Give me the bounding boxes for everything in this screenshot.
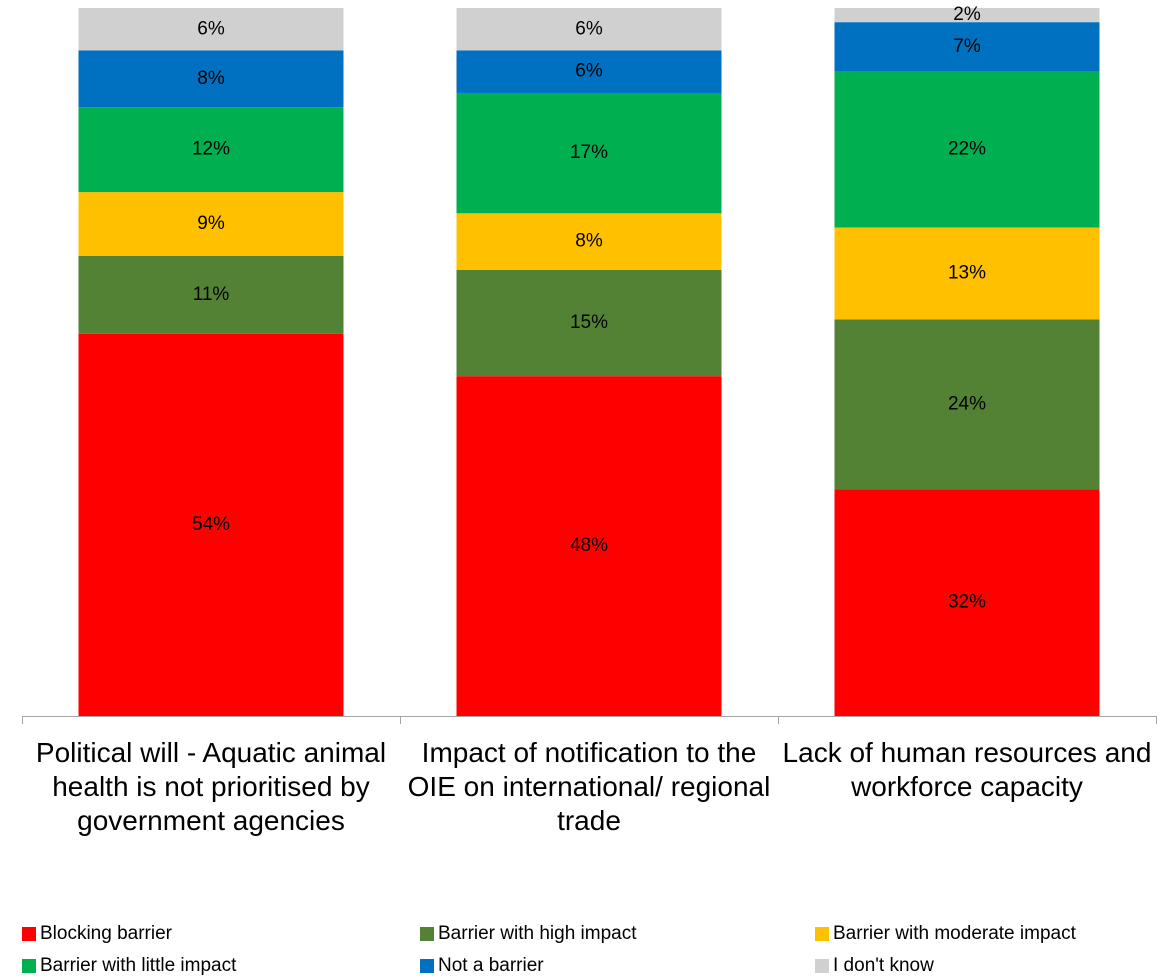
- bar-segment: [834, 489, 1100, 716]
- data-label: 6%: [575, 18, 603, 39]
- bar-segment: [78, 8, 344, 51]
- legend-label: I don't know: [833, 955, 934, 976]
- data-label: 12%: [192, 139, 230, 160]
- data-label: 24%: [948, 393, 986, 414]
- data-label: 6%: [197, 18, 225, 39]
- data-label: 48%: [570, 535, 608, 556]
- x-tick-label: Impact of notification to the OIE on int…: [407, 737, 771, 836]
- data-label: 13%: [948, 263, 986, 284]
- legend-label: Not a barrier: [438, 955, 544, 976]
- bar-segment: [834, 227, 1100, 320]
- x-tick-label: Political will - Aquatic animal health i…: [35, 737, 387, 836]
- legend-label: Barrier with high impact: [438, 923, 637, 944]
- bar-segment: [456, 213, 722, 270]
- bar-segment: [78, 107, 344, 193]
- data-label: 11%: [193, 284, 230, 305]
- data-label: 22%: [948, 139, 986, 160]
- x-tick-label: Lack of human resources and workforce ca…: [782, 737, 1152, 802]
- data-label: 9%: [197, 213, 225, 234]
- bar-segment: [456, 269, 722, 377]
- bar-segment: [834, 319, 1100, 490]
- bar-segment: [834, 8, 1100, 23]
- legend-label: Barrier with moderate impact: [833, 923, 1077, 944]
- legend-label: Barrier with little impact: [40, 955, 237, 976]
- bar-segment: [78, 333, 344, 716]
- legend-swatch: [22, 927, 36, 941]
- legend-swatch: [420, 959, 434, 973]
- bar-segment: [78, 50, 344, 108]
- data-label: 15%: [570, 312, 608, 333]
- bar-segment: [78, 255, 344, 334]
- legend-swatch: [22, 959, 36, 973]
- data-label: 17%: [570, 142, 608, 163]
- bar-segment: [834, 22, 1100, 72]
- bar-segment: [78, 192, 344, 256]
- data-label: 54%: [192, 514, 230, 535]
- bar-segment: [456, 92, 722, 214]
- legend-swatch: [815, 959, 829, 973]
- data-label: 8%: [197, 68, 225, 89]
- bar-segment: [456, 376, 722, 716]
- legend-label: Blocking barrier: [40, 923, 173, 944]
- bar-segment: [834, 71, 1100, 228]
- data-label: 8%: [575, 231, 603, 252]
- data-label: 6%: [575, 61, 603, 82]
- data-label: 32%: [948, 592, 986, 613]
- data-label: 7%: [953, 36, 981, 57]
- legend-swatch: [420, 927, 434, 941]
- bar-segment: [456, 8, 722, 51]
- bar-segment: [456, 50, 722, 93]
- legend-swatch: [815, 927, 829, 941]
- data-label: 2%: [953, 4, 981, 25]
